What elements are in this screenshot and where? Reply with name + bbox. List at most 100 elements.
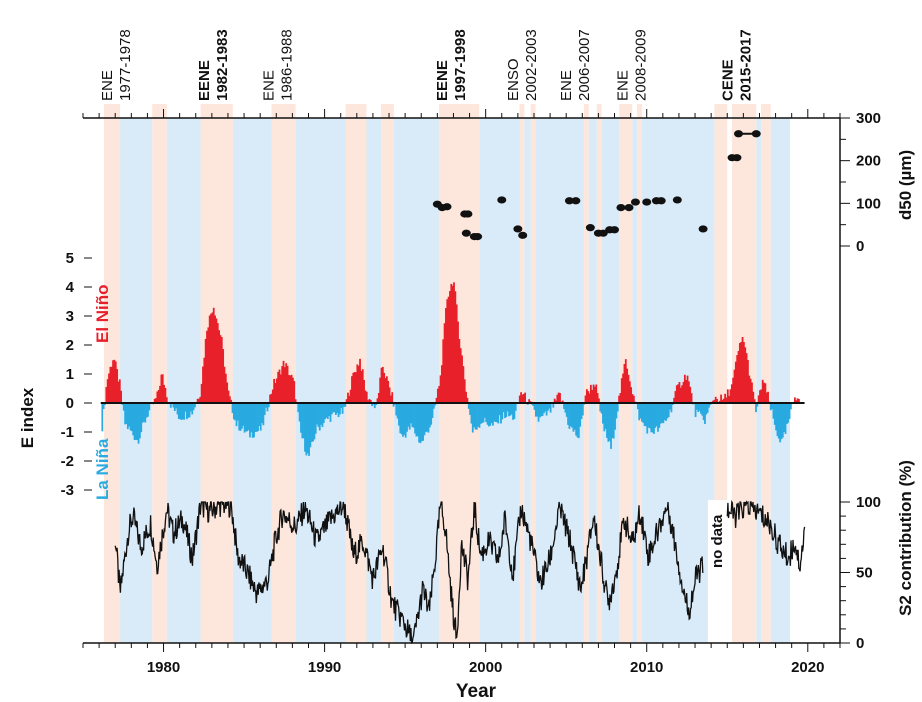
la-nina-bar bbox=[704, 403, 706, 425]
la-nina-bar bbox=[330, 403, 333, 415]
el-nino-bar bbox=[361, 369, 364, 403]
la-nina-bar bbox=[403, 403, 406, 435]
el-nino-bar bbox=[436, 388, 439, 403]
el-nino-bar bbox=[794, 397, 796, 403]
la-nina-bar bbox=[467, 403, 470, 409]
el-nino-bar bbox=[588, 393, 591, 403]
el-nino-band-tab bbox=[583, 104, 589, 118]
el-nino-bar bbox=[161, 374, 164, 403]
la-nina-bar bbox=[375, 403, 378, 406]
la-nina-bar bbox=[190, 403, 192, 412]
la-nina-bar bbox=[121, 403, 124, 406]
el-nino-bar bbox=[281, 366, 284, 403]
la-nina-bar bbox=[653, 403, 655, 434]
la-nina-bar bbox=[148, 403, 151, 411]
d50-point bbox=[461, 229, 471, 237]
la-nina-bar bbox=[651, 403, 654, 433]
la-nina-bar bbox=[179, 403, 182, 420]
el-nino-bar bbox=[736, 355, 739, 403]
el-nino-bar bbox=[356, 364, 359, 403]
la-nina-band bbox=[232, 118, 272, 643]
el-nino-bar bbox=[224, 373, 227, 403]
la-nina-bar bbox=[489, 403, 492, 426]
la-nina-bar bbox=[371, 403, 374, 407]
la-nina-bar bbox=[184, 403, 187, 412]
e-index-tick-label: 4 bbox=[66, 279, 75, 296]
el-nino-bar bbox=[690, 393, 693, 403]
el-nino-bar bbox=[627, 374, 630, 403]
la-nina-bar bbox=[423, 403, 426, 436]
el-nino-bar bbox=[226, 382, 229, 403]
la-nina-bar bbox=[579, 403, 582, 427]
el-nino-bar bbox=[368, 399, 371, 403]
d50-tick-label: 0 bbox=[856, 238, 864, 255]
el-nino-bar bbox=[219, 335, 222, 403]
event-years-label: 2015-2017 bbox=[737, 29, 754, 101]
el-nino-bar bbox=[215, 318, 218, 403]
la-nina-bar bbox=[406, 403, 408, 432]
el-nino-bar bbox=[557, 392, 560, 403]
la-nina-bar bbox=[400, 403, 403, 435]
d50-point bbox=[473, 233, 483, 241]
la-nina-bar bbox=[532, 403, 535, 406]
d50-point bbox=[624, 204, 634, 212]
e-index-bars bbox=[100, 282, 805, 456]
la-nina-bar bbox=[300, 403, 302, 433]
el-nino-bar bbox=[352, 372, 355, 403]
el-nino-bar bbox=[673, 397, 676, 403]
el-nino-band bbox=[761, 118, 771, 643]
d50-point bbox=[571, 197, 581, 205]
la-nina-band bbox=[120, 118, 153, 643]
el-nino-bar bbox=[730, 384, 733, 403]
el-nino-bar bbox=[620, 378, 623, 403]
s2-tick-label: 100 bbox=[856, 494, 881, 511]
la-nina-bar bbox=[175, 403, 178, 409]
el-nino-bar bbox=[223, 366, 226, 403]
e-index-tick-label: -1 bbox=[61, 424, 74, 441]
event-labels: ENE 1977-1978 EENE 1982-1983 ENE 1986-1988 EEN… bbox=[99, 29, 754, 101]
la-nina-bar bbox=[408, 403, 411, 430]
el-nino-band-tab bbox=[345, 104, 367, 118]
la-nina-bar bbox=[667, 403, 670, 418]
el-nino-bar bbox=[227, 390, 230, 403]
el-nino-bar bbox=[675, 385, 678, 403]
el-nino-bar bbox=[157, 389, 160, 403]
el-nino-bar bbox=[457, 321, 459, 403]
la-nina-bar bbox=[575, 403, 578, 436]
la-nina-bar bbox=[232, 403, 235, 420]
la-nina-bar bbox=[322, 403, 325, 424]
la-nina-bar bbox=[497, 403, 500, 424]
el-nino-bar bbox=[740, 341, 743, 403]
la-nina-bar bbox=[234, 403, 237, 421]
la-nina-bar bbox=[638, 403, 641, 421]
la-nina-bar bbox=[548, 403, 551, 409]
la-nina-bar bbox=[784, 403, 787, 434]
el-nino-bar bbox=[273, 378, 276, 403]
la-nina-bar bbox=[572, 403, 575, 432]
d50-point bbox=[642, 198, 652, 206]
y-axis-title-d50: d50 (µm) bbox=[896, 150, 915, 220]
el-nino-bar bbox=[279, 374, 282, 403]
el-nino-bar bbox=[623, 364, 626, 403]
la-nina-bar bbox=[177, 403, 180, 420]
el-nino-bar bbox=[720, 394, 722, 403]
la-nina-bar bbox=[611, 403, 614, 439]
el-nino-bar bbox=[591, 390, 594, 403]
el-nino-bar bbox=[390, 395, 392, 403]
event-years-label: 1977-1978 bbox=[117, 29, 134, 101]
la-nina-bar bbox=[600, 403, 603, 414]
la-nina-bar bbox=[304, 403, 306, 452]
s2-line bbox=[114, 501, 704, 644]
el-nino-bar bbox=[109, 366, 112, 403]
e-index-tick-label: -3 bbox=[61, 482, 74, 499]
la-nina-bar bbox=[430, 403, 433, 425]
d50-series bbox=[432, 130, 761, 241]
el-nino-bar bbox=[216, 323, 219, 403]
la-nina-bar bbox=[475, 403, 478, 430]
el-nino-bar bbox=[757, 395, 760, 403]
la-nina-bar bbox=[780, 403, 783, 440]
la-nina-bar bbox=[414, 403, 416, 434]
event-years-label: 1986-1988 bbox=[278, 29, 295, 101]
la-nina-bar bbox=[144, 403, 147, 423]
la-nina-bar bbox=[785, 403, 788, 425]
